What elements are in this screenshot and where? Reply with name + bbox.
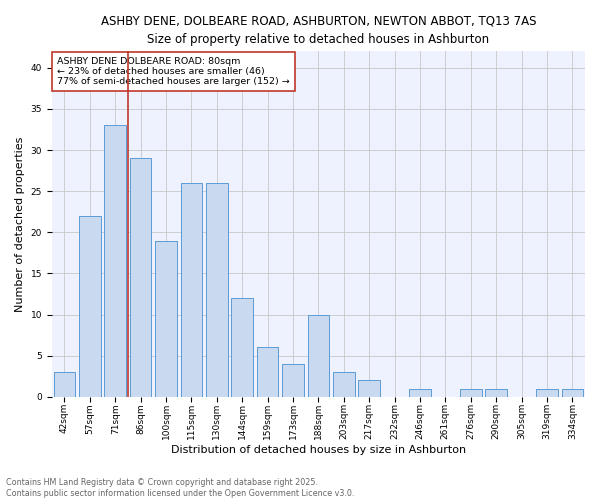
Bar xyxy=(409,388,431,397)
X-axis label: Distribution of detached houses by size in Ashburton: Distribution of detached houses by size … xyxy=(171,445,466,455)
Bar xyxy=(485,388,507,397)
Bar xyxy=(460,388,482,397)
Bar xyxy=(358,380,380,397)
Bar xyxy=(130,158,151,397)
Bar xyxy=(181,183,202,397)
Bar xyxy=(104,126,126,397)
Y-axis label: Number of detached properties: Number of detached properties xyxy=(15,136,25,312)
Bar xyxy=(333,372,355,397)
Text: Contains HM Land Registry data © Crown copyright and database right 2025.
Contai: Contains HM Land Registry data © Crown c… xyxy=(6,478,355,498)
Bar xyxy=(257,348,278,397)
Title: ASHBY DENE, DOLBEARE ROAD, ASHBURTON, NEWTON ABBOT, TQ13 7AS
Size of property re: ASHBY DENE, DOLBEARE ROAD, ASHBURTON, NE… xyxy=(101,15,536,46)
Bar xyxy=(536,388,558,397)
Bar xyxy=(155,240,177,397)
Bar xyxy=(562,388,583,397)
Bar xyxy=(282,364,304,397)
Bar xyxy=(308,314,329,397)
Bar xyxy=(206,183,227,397)
Bar xyxy=(53,372,75,397)
Bar xyxy=(232,298,253,397)
Text: ASHBY DENE DOLBEARE ROAD: 80sqm
← 23% of detached houses are smaller (46)
77% of: ASHBY DENE DOLBEARE ROAD: 80sqm ← 23% of… xyxy=(57,56,290,86)
Bar xyxy=(79,216,101,397)
